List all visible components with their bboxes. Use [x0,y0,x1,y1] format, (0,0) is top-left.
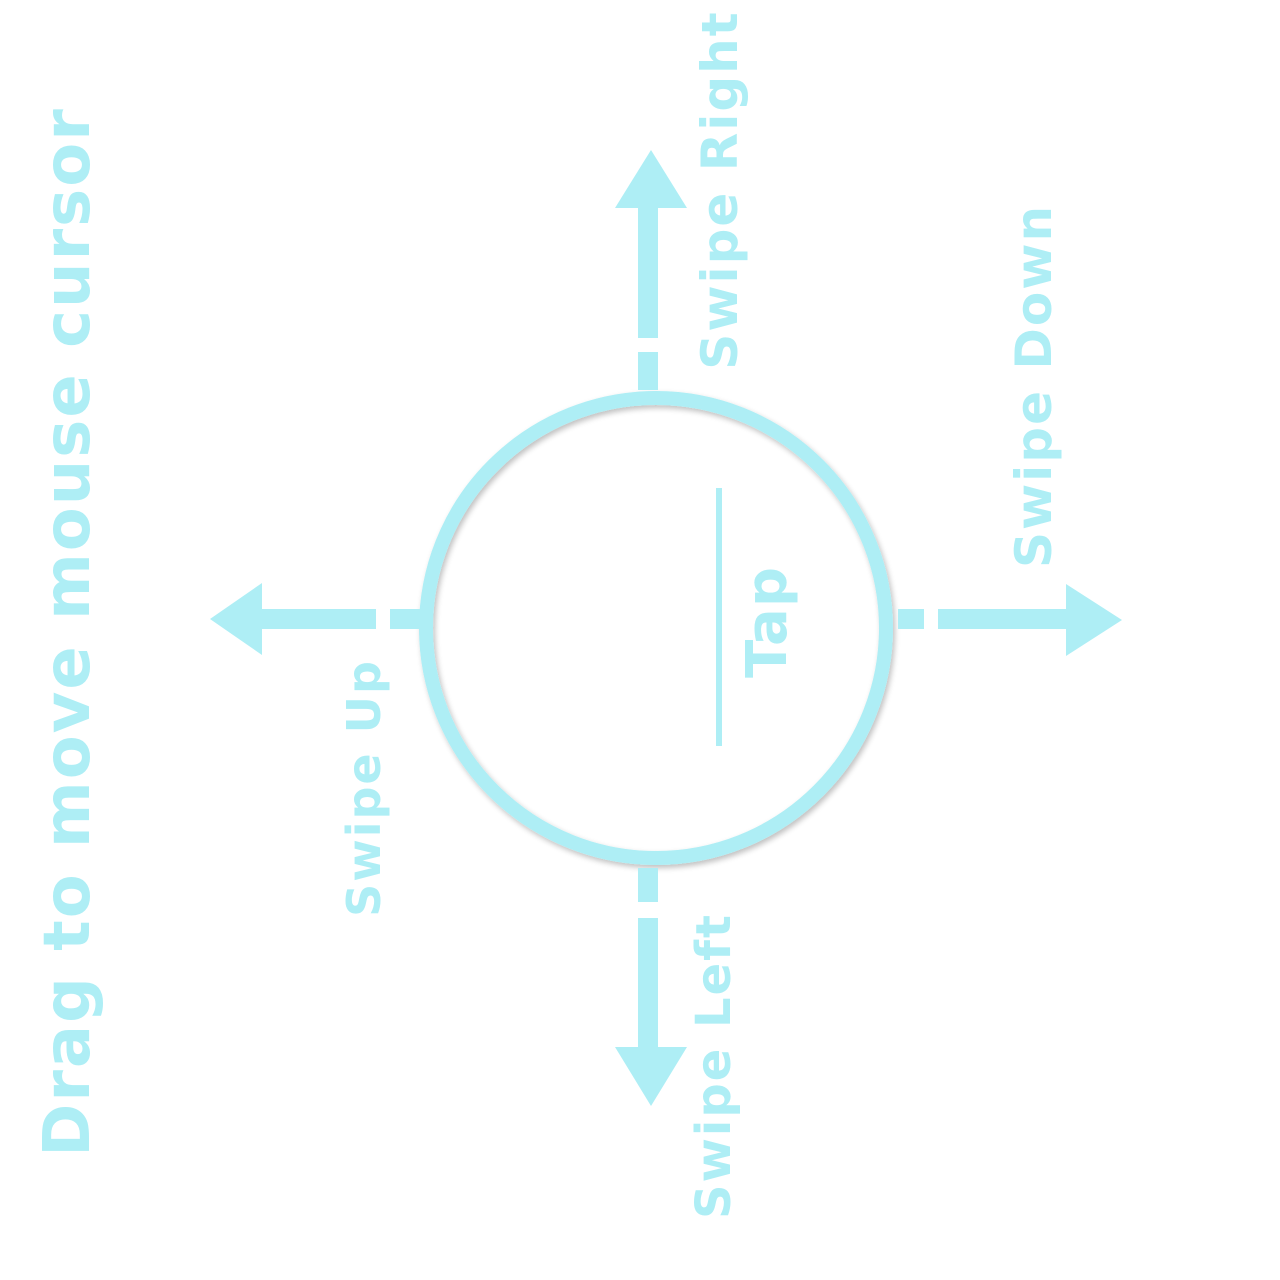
swipe-left-connector [638,868,658,902]
swipe-right-arrow-icon[interactable] [615,150,687,338]
swipe-up-arrow-icon[interactable] [210,583,376,655]
swipe-up-connector [390,609,422,629]
tap-label: Tap [735,566,800,678]
swipe-up-label: Swipe Up [337,659,391,917]
swipe-left-arrow-icon[interactable] [615,918,687,1106]
swipe-down-label: Swipe Down [1005,203,1063,569]
swipe-left-label: Swipe Left [686,913,742,1219]
swipe-right-label: Swipe Right [691,10,749,370]
tap-divider-line [716,488,722,746]
drag-instruction-label: Drag to move mouse cursor [31,107,105,1157]
swipe-down-arrow-icon[interactable] [938,584,1122,656]
tap-circle[interactable] [419,391,893,865]
swipe-down-connector [898,609,924,629]
swipe-right-connector [638,352,658,390]
